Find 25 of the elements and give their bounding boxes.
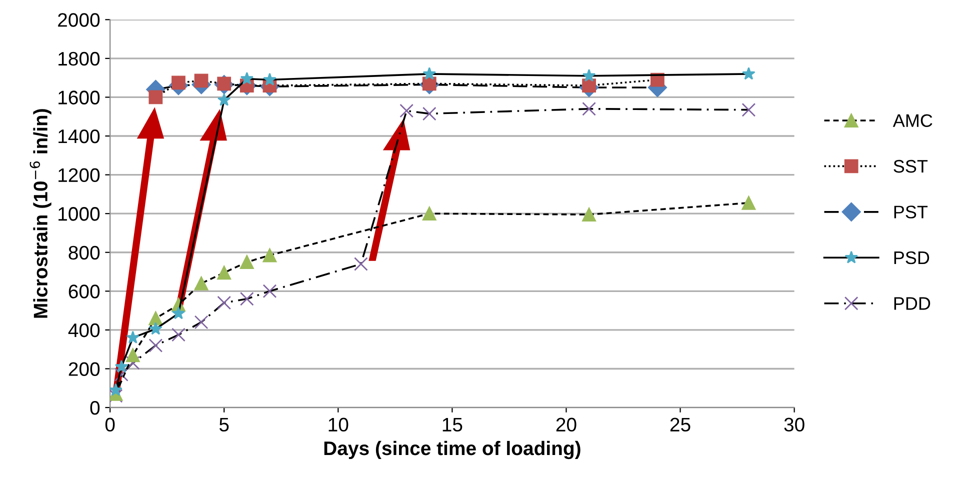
y-tick-label: 400 (68, 323, 100, 338)
x-tick-label: 25 (670, 418, 690, 432)
x-tick-label: 0 (105, 418, 115, 432)
legend-label: PDD (894, 297, 930, 310)
x-axis-title: Days (since time of loading) (324, 440, 580, 460)
y-tick-label: 1800 (58, 52, 100, 66)
legend-label: SST (894, 160, 928, 173)
y-tick-label: 1400 (58, 129, 100, 144)
y-tick-label: 1000 (58, 207, 100, 221)
x-tick-label: 5 (219, 418, 229, 432)
x-tick-label: 15 (442, 418, 462, 432)
y-tick-label: 2000 (58, 13, 100, 27)
y-axis-title: Microstrain (10$^{−6}$ in/in) (30, 109, 52, 318)
x-tick-label: 20 (556, 418, 576, 432)
y-tick-label: 1600 (58, 90, 100, 104)
y-tick-label: 0 (90, 401, 100, 415)
y-tick-label: 1200 (58, 168, 100, 182)
x-tick-label: 30 (784, 418, 804, 432)
legend-label: AMC (892, 114, 932, 127)
x-tick-label: 10 (328, 418, 348, 432)
legend-label: PSD (894, 251, 930, 264)
legend-label: PST (894, 206, 928, 218)
y-tick-label: 200 (68, 362, 100, 376)
y-tick-label: 800 (68, 246, 100, 260)
y-tick-label: 600 (68, 284, 100, 298)
